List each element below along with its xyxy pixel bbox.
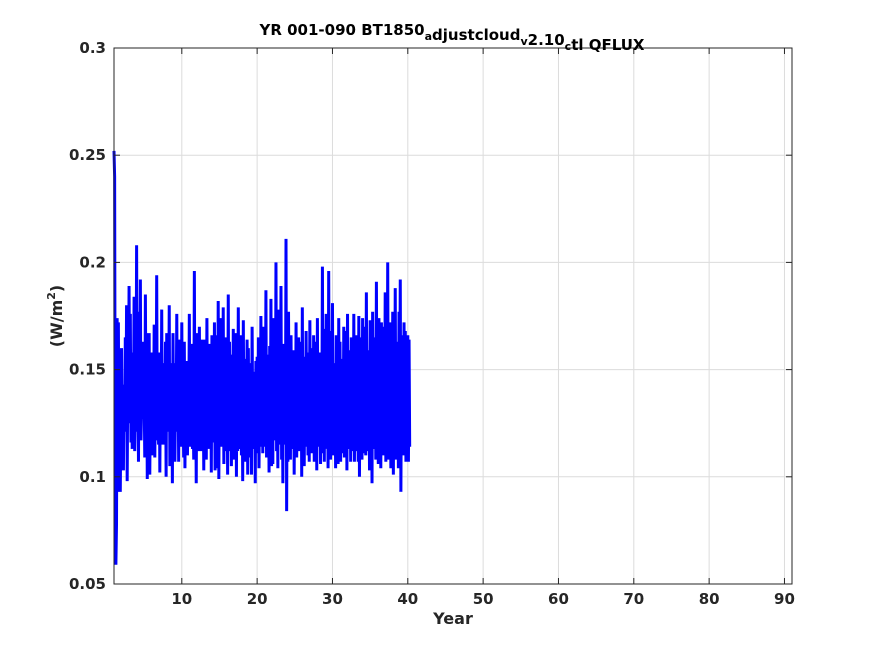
title-segment: tl QFLUX [571,36,645,54]
x-tick-label: 10 [171,590,192,608]
x-tick-label: 50 [473,590,494,608]
y-tick-label: 0.2 [79,253,106,271]
title-subscript: v [520,35,528,48]
x-tick-label: 60 [548,590,569,608]
title-segment: 2.10 [528,31,565,49]
y-tick-labels: 0.05 0.1 0.15 0.2 0.25 0.3 [69,39,106,593]
title-segment: YR 001-090 BT1850 [258,21,424,39]
x-tick-label: 70 [623,590,644,608]
x-tick-label: 20 [247,590,268,608]
title-segment: djustcloud [432,26,520,44]
title-subscript: a [425,30,432,43]
x-tick-label: 40 [397,590,418,608]
y-axis-label: (W/m2) [45,285,66,347]
plot-area [114,48,792,584]
y-tick-label: 0.1 [79,468,106,486]
x-tick-label: 80 [699,590,720,608]
x-axis-label: Year [432,609,473,628]
x-tick-labels: 10 20 30 40 50 60 70 80 90 [171,590,795,608]
title-subscript: c [565,40,572,53]
chart-title: YR 001-090 BT1850adjustcloudv2.10ctl QFL… [258,21,644,54]
y-tick-label: 0.25 [69,146,106,164]
tick-marks [114,47,792,585]
axes-box [113,47,793,585]
x-tick-label: 90 [774,590,795,608]
x-tick-label: 30 [322,590,343,608]
y-tick-label: 0.15 [69,361,106,379]
series-group [112,150,412,565]
y-tick-label: 0.3 [79,39,106,57]
y-tick-label: 0.05 [69,575,106,593]
series-line [112,150,412,565]
